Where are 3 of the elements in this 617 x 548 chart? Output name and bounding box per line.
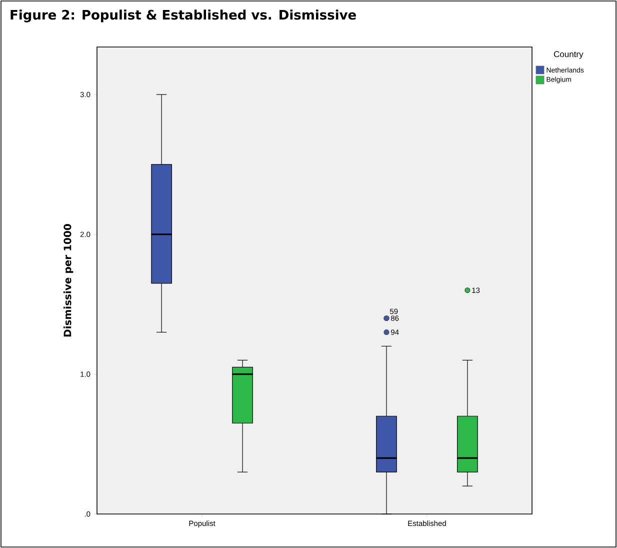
y-axis-title: Dismissive per 1000 bbox=[63, 224, 74, 336]
legend-title: Country bbox=[554, 51, 584, 59]
chart-title: Figure 2: Populist & Established vs. Dismissive bbox=[10, 10, 356, 22]
